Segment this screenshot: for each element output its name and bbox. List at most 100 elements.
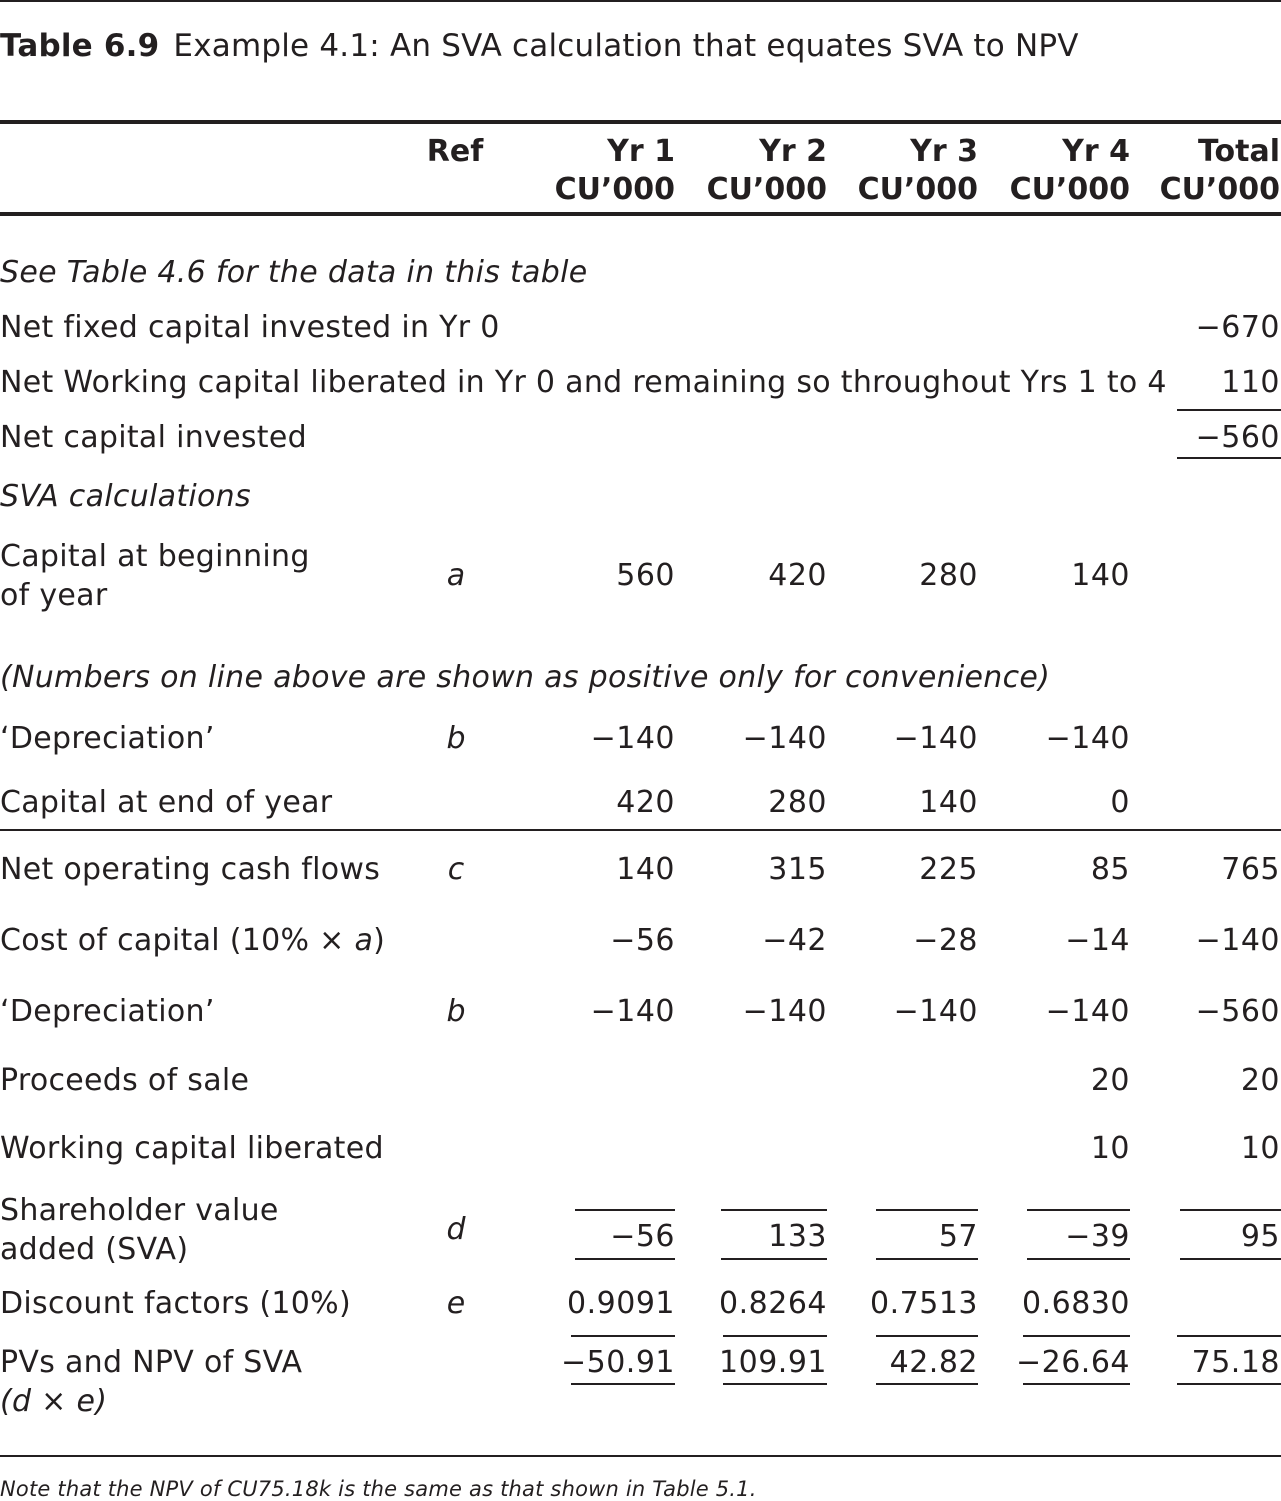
overline-sva-yr1 xyxy=(575,1209,675,1211)
row-label-pv: PVs and NPV of SVA (d × e) xyxy=(0,1343,302,1421)
row-label-working-capital: Net Working capital liberated in Yr 0 an… xyxy=(0,365,1167,400)
cell-sva-yr2: 133 xyxy=(768,1219,827,1254)
cell-cost-of-capital-yr2: −42 xyxy=(762,923,827,958)
cell-sva-yr4: −39 xyxy=(1065,1219,1130,1254)
row-label-pv-line2: (d × e) xyxy=(0,1384,108,1419)
cell-discount-yr2: 0.8264 xyxy=(719,1286,827,1321)
cell-net-operating-total: 765 xyxy=(1221,852,1280,887)
cell-depreciation-2-total: −560 xyxy=(1195,994,1280,1029)
ref-e: e xyxy=(446,1286,466,1321)
cell-wc-liberated-yr4: 10 xyxy=(1090,1131,1130,1166)
row-label-cost-of-capital: Cost of capital (10% × a) xyxy=(0,921,385,960)
row-label-capital-beginning-line1: Capital at beginning xyxy=(0,539,310,574)
cell-pv-yr4: −26.64 xyxy=(1015,1345,1130,1380)
bottom-rule xyxy=(0,1455,1281,1457)
cell-depreciation-2-yr2: −140 xyxy=(742,994,827,1029)
col-header-total-label: Total xyxy=(1198,134,1280,169)
underline-pv-yr3 xyxy=(876,1383,978,1385)
row-label-capital-end: Capital at end of year xyxy=(0,785,333,820)
overline-sva-total xyxy=(1180,1209,1281,1211)
row-label-proceeds: Proceeds of sale xyxy=(0,1063,250,1098)
table-number: Table 6.9 xyxy=(0,28,160,64)
table-caption: Table 6.9 Example 4.1: An SVA calculation… xyxy=(0,28,1079,64)
cell-sva-yr3: 57 xyxy=(938,1219,978,1254)
ref-c: c xyxy=(447,852,465,887)
cost-of-capital-label-text: Cost of capital (10% × xyxy=(0,923,355,958)
underline-sva-yr2 xyxy=(721,1258,827,1260)
cell-net-operating-yr4: 85 xyxy=(1090,852,1130,887)
ref-b-2: b xyxy=(446,994,466,1029)
col-header-yr4: Yr 4 CU’000 xyxy=(975,133,1130,209)
overline-pv-total xyxy=(1177,1335,1281,1337)
row-label-pv-line1: PVs and NPV of SVA xyxy=(0,1345,303,1380)
col-header-yr2-unit: CU’000 xyxy=(706,172,827,207)
cell-proceeds-yr4: 20 xyxy=(1090,1063,1130,1098)
table-title: Example 4.1: An SVA calculation that equ… xyxy=(173,28,1079,64)
cell-pv-yr2: 109.91 xyxy=(719,1345,827,1380)
cost-of-capital-label-close: ) xyxy=(373,923,386,958)
underline-pv-yr1 xyxy=(571,1383,675,1385)
cell-discount-yr3: 0.7513 xyxy=(870,1286,978,1321)
cell-sva-total: 95 xyxy=(1240,1219,1280,1254)
cell-pv-yr1: −50.91 xyxy=(560,1345,675,1380)
cell-pv-yr3: 42.82 xyxy=(889,1345,978,1380)
data-source-note: See Table 4.6 for the data in this table xyxy=(0,255,588,290)
positive-note: (Numbers on line above are shown as posi… xyxy=(0,660,1051,695)
col-header-yr2: Yr 2 CU’000 xyxy=(672,133,827,209)
row-label-wc-liberated: Working capital liberated xyxy=(0,1131,384,1166)
col-header-yr4-unit: CU’000 xyxy=(1009,172,1130,207)
col-header-yr1: Yr 1 CU’000 xyxy=(520,133,675,209)
top-rule xyxy=(0,0,1281,2)
cell-cost-of-capital-yr3: −28 xyxy=(913,923,978,958)
total-working-capital: 110 xyxy=(1221,365,1280,400)
cell-cost-of-capital-total: −140 xyxy=(1195,923,1280,958)
col-header-yr3-year: Yr 3 xyxy=(910,134,978,169)
row-label-net-capital-invested: Net capital invested xyxy=(0,420,307,455)
header-bottom-rule xyxy=(0,212,1281,216)
underline-sva-yr3 xyxy=(876,1258,978,1260)
cell-capital-end-yr3: 140 xyxy=(919,785,978,820)
cell-discount-yr4: 0.6830 xyxy=(1022,1286,1130,1321)
cell-capital-end-yr1: 420 xyxy=(616,785,675,820)
cell-depreciation-1-yr3: −140 xyxy=(893,721,978,756)
underline-pv-total xyxy=(1177,1383,1281,1385)
cell-capital-end-yr2: 280 xyxy=(768,785,827,820)
col-header-yr3: Yr 3 CU’000 xyxy=(823,133,978,209)
row-label-discount: Discount factors (10%) xyxy=(0,1286,351,1321)
underline-working-capital xyxy=(1177,409,1281,411)
row-label-sva-line1: Shareholder value xyxy=(0,1193,279,1228)
cell-capital-beginning-yr4: 140 xyxy=(1071,558,1130,593)
overline-pv-yr1 xyxy=(571,1335,675,1337)
overline-pv-yr2 xyxy=(723,1335,827,1337)
total-net-capital-invested: −560 xyxy=(1195,420,1280,455)
cell-capital-beginning-yr1: 560 xyxy=(616,558,675,593)
total-net-fixed-capital: −670 xyxy=(1195,310,1280,345)
cell-net-operating-yr3: 225 xyxy=(919,852,978,887)
row-label-sva-line2: added (SVA) xyxy=(0,1232,189,1267)
overline-sva-yr3 xyxy=(876,1209,978,1211)
cell-cost-of-capital-yr4: −14 xyxy=(1065,923,1130,958)
underline-pv-yr2 xyxy=(723,1383,827,1385)
row-label-depreciation-1: ‘Depreciation’ xyxy=(0,721,215,756)
overline-sva-yr4 xyxy=(1027,1209,1130,1211)
row-label-sva: Shareholder value added (SVA) xyxy=(0,1191,279,1269)
col-header-yr2-year: Yr 2 xyxy=(759,134,827,169)
underline-net-capital-invested xyxy=(1177,457,1281,459)
col-header-ref: Ref xyxy=(426,134,484,169)
underline-sva-yr4 xyxy=(1027,1258,1130,1260)
row-label-capital-beginning: Capital at beginning of year xyxy=(0,537,310,615)
section-heading-sva: SVA calculations xyxy=(0,479,251,514)
underline-pv-yr4 xyxy=(1023,1383,1130,1385)
overline-sva-yr2 xyxy=(721,1209,827,1211)
row-label-net-operating: Net operating cash flows xyxy=(0,852,381,887)
cell-capital-end-yr4: 0 xyxy=(1110,785,1130,820)
underline-sva-total xyxy=(1180,1258,1281,1260)
cell-capital-beginning-yr2: 420 xyxy=(768,558,827,593)
header-top-rule xyxy=(0,120,1281,124)
cell-sva-yr1: −56 xyxy=(610,1219,675,1254)
col-header-total: Total CU’000 xyxy=(1125,133,1280,209)
mid-rule xyxy=(0,829,1281,831)
ref-d: d xyxy=(446,1212,466,1247)
col-header-yr1-unit: CU’000 xyxy=(554,172,675,207)
cell-cost-of-capital-yr1: −56 xyxy=(610,923,675,958)
